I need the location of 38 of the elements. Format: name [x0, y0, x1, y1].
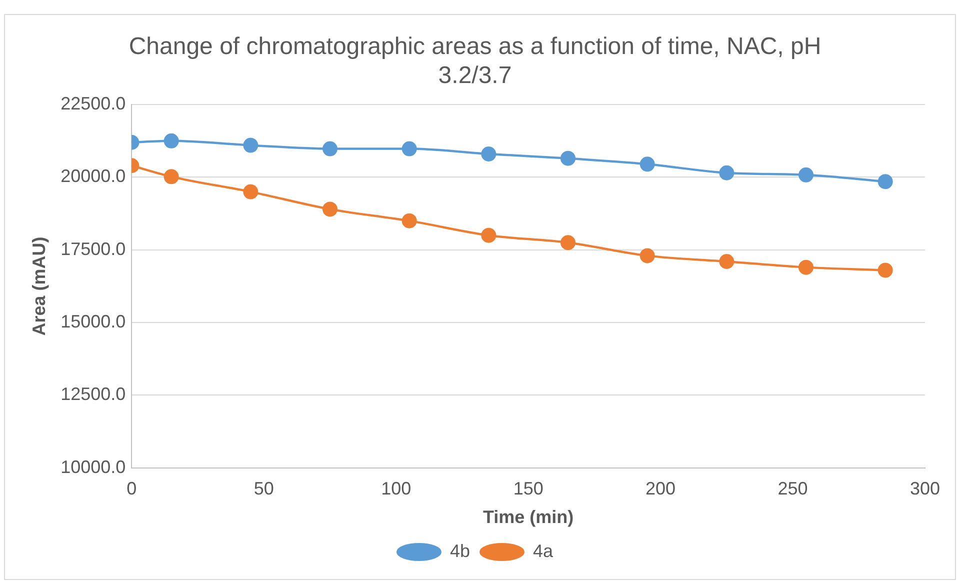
y-tick-label: 22500.0	[60, 94, 126, 114]
point	[243, 138, 258, 153]
x-tick-label: 0	[126, 478, 137, 499]
legend-label: 4a	[533, 540, 554, 561]
point	[322, 141, 338, 156]
point	[481, 228, 496, 243]
x-tick-label: 50	[254, 478, 274, 499]
x-tick-label: 250	[778, 478, 808, 499]
point	[640, 156, 655, 172]
point	[164, 133, 179, 148]
point	[798, 260, 814, 275]
point	[560, 150, 576, 166]
point	[402, 213, 417, 228]
y-tick-label: 12500.0	[60, 384, 126, 404]
point	[164, 169, 179, 184]
legend-label: 4b	[450, 540, 470, 561]
point	[878, 174, 893, 190]
y-tick-label: 15000.0	[60, 311, 126, 332]
y-tick-label: 17500.0	[60, 238, 126, 259]
point	[481, 146, 496, 162]
point	[640, 248, 655, 264]
y-tick-label: 20000.0	[60, 166, 126, 186]
x-axis-title: Time (min)	[482, 507, 574, 528]
point	[322, 202, 338, 217]
y-tick-label: 10000.0	[60, 456, 126, 477]
x-tick-label: 100	[381, 478, 412, 499]
point	[719, 165, 734, 180]
chart-title: Change of chromatographic areas as a function of time, NAC, pH 3.2/3.7	[128, 33, 822, 89]
point	[560, 235, 576, 250]
point	[798, 167, 814, 182]
point	[402, 141, 417, 156]
x-tick-label: 150	[513, 478, 544, 499]
x-tick-label: 200	[646, 478, 676, 499]
point	[878, 262, 893, 278]
y-axis-title: Area (mAU)	[28, 236, 49, 336]
point	[719, 254, 734, 270]
point	[243, 184, 258, 200]
x-tick-label: 300	[910, 478, 940, 499]
